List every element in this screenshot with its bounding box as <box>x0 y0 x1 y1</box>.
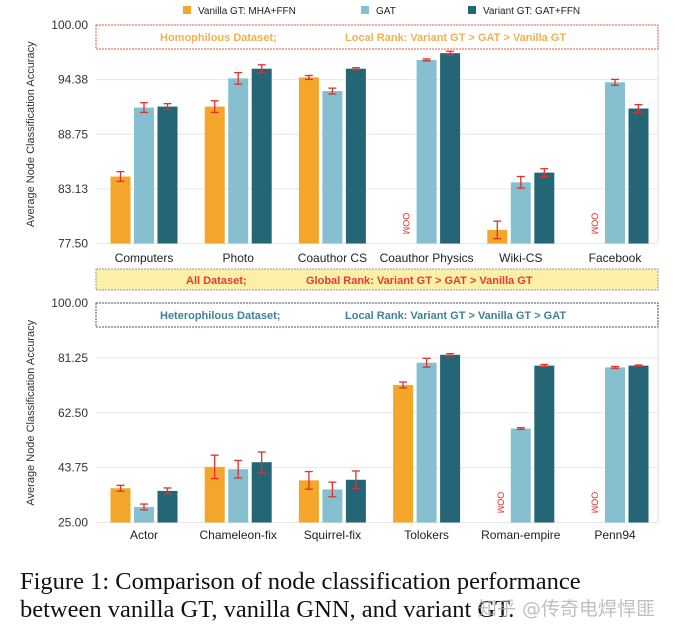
bar-2 <box>251 462 272 523</box>
category-label: Coauthor Physics <box>380 251 474 265</box>
y-axis-label: Average Node Classification Accuracy <box>25 41 37 227</box>
bar-1 <box>510 428 531 523</box>
category-label: Coauthor CS <box>298 251 367 265</box>
category-label: Chameleon-fix <box>200 528 277 542</box>
bar-1 <box>510 182 531 244</box>
bar-0 <box>393 384 414 523</box>
bar-2 <box>251 68 272 244</box>
category-label: Computers <box>115 251 174 265</box>
y-tick-label: 88.75 <box>58 127 88 141</box>
category-label: Roman-empire <box>481 528 561 542</box>
bar-1 <box>322 489 343 523</box>
banner-right: Local Rank: Variant GT > Vanilla GT > GA… <box>345 310 566 322</box>
legend-label: GAT <box>376 6 396 17</box>
all-dataset-banner <box>95 268 659 291</box>
y-tick-label: 100.00 <box>51 296 88 310</box>
y-tick-label: 25.00 <box>58 516 88 530</box>
bar-2 <box>345 68 366 244</box>
bar-0 <box>298 480 319 523</box>
banner-left: Homophilous Dataset; <box>160 32 277 44</box>
category-label: Wiki-CS <box>499 251 542 265</box>
y-tick-label: 77.50 <box>58 237 88 251</box>
legend-swatch <box>361 6 369 14</box>
legend-swatch <box>183 6 191 14</box>
y-tick-label: 62.50 <box>58 406 88 420</box>
bar-2 <box>157 106 178 244</box>
oom-label: OOM <box>590 492 600 514</box>
bar-2 <box>440 53 461 244</box>
bar-1 <box>134 506 154 523</box>
figure-caption: Figure 1: Comparison of node classificat… <box>20 568 581 623</box>
bar-1 <box>416 59 437 244</box>
y-tick-label: 94.38 <box>58 73 88 87</box>
category-label: Tolokers <box>404 528 449 542</box>
category-label: Actor <box>130 528 158 542</box>
all-banner-left: All Dataset; <box>186 275 247 287</box>
bar-2 <box>628 365 649 523</box>
bar-2 <box>345 479 366 523</box>
figure: Vanilla GT: MHA+FFN GAT Variant GT: GAT+FF… <box>25 6 659 542</box>
bar-1 <box>134 107 154 244</box>
banner-left: Heterophilous Dataset; <box>160 310 280 322</box>
bar-0 <box>204 466 225 523</box>
panel-banner <box>95 302 659 328</box>
bar-1 <box>416 362 437 523</box>
bar-0 <box>110 176 131 244</box>
bar-1 <box>228 78 249 244</box>
bar-2 <box>628 108 649 244</box>
legend-swatch <box>468 6 476 14</box>
bar-1 <box>228 469 249 523</box>
oom-label: OOM <box>401 213 411 235</box>
bar-2 <box>440 354 461 523</box>
bar-2 <box>157 490 178 523</box>
bar-1 <box>322 91 343 244</box>
y-tick-label: 100.00 <box>51 18 88 32</box>
legend-label: Vanilla GT: MHA+FFN <box>198 6 296 17</box>
y-tick-label: 43.75 <box>58 461 88 475</box>
bar-0 <box>110 488 131 523</box>
banner-right: Local Rank: Variant GT > GAT > Vanilla G… <box>345 32 566 44</box>
bar-0 <box>204 106 225 244</box>
category-label: Penn94 <box>594 528 636 542</box>
legend-label: Variant GT: GAT+FFN <box>483 6 580 17</box>
panel-banner <box>95 24 659 50</box>
oom-label: OOM <box>495 492 505 514</box>
y-tick-label: 83.13 <box>58 182 88 196</box>
category-label: Squirrel-fix <box>304 528 361 542</box>
watermark: 知乎 @传奇电焊悍匪 <box>478 598 656 620</box>
bar-2 <box>534 365 555 523</box>
all-banner-right: Global Rank: Variant GT > GAT > Vanilla … <box>306 275 533 287</box>
bar-1 <box>605 82 625 244</box>
y-tick-label: 81.25 <box>58 351 88 365</box>
category-label: Photo <box>223 251 255 265</box>
y-axis-label: Average Node Classification Accuracy <box>25 319 37 505</box>
bar-1 <box>605 367 625 523</box>
bar-0 <box>298 77 319 244</box>
oom-label: OOM <box>590 213 600 235</box>
bar-2 <box>534 172 555 244</box>
category-label: Facebook <box>589 251 643 265</box>
